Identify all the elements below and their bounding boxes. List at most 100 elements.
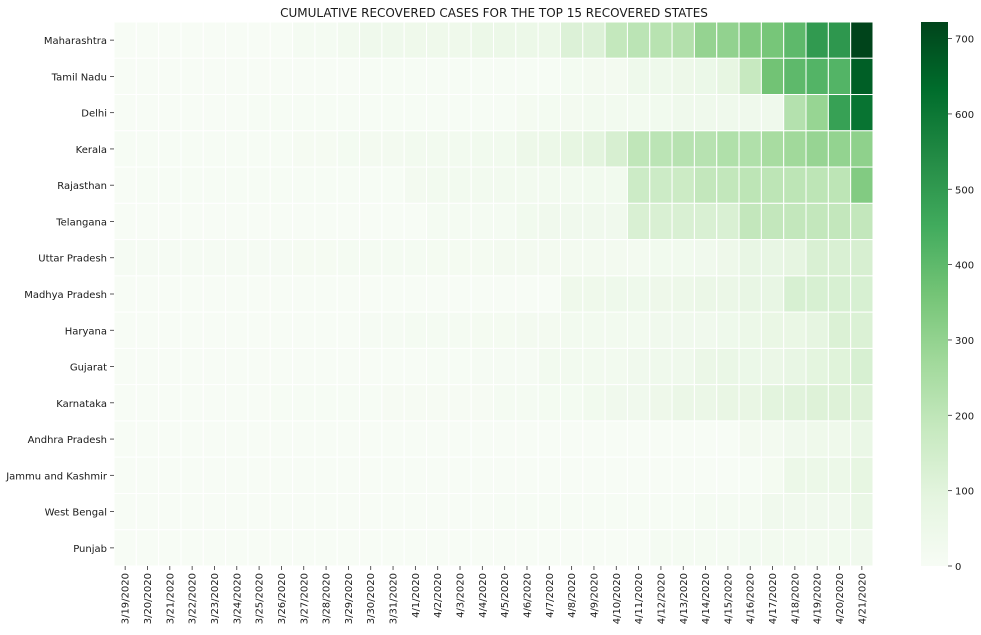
- heatmap-cell: [426, 420, 450, 458]
- column-label: 4/1/2020: [411, 573, 422, 618]
- heatmap-cell: [649, 94, 673, 132]
- heatmap-cell: [693, 456, 718, 494]
- heatmap-cell: [493, 456, 517, 494]
- heatmap-cell: [359, 130, 383, 168]
- heatmap-cell: [493, 420, 517, 458]
- heatmap-cell: [693, 57, 718, 96]
- heatmap-cell: [760, 420, 785, 458]
- heatmap-cell: [805, 384, 829, 422]
- heatmap-cell: [158, 57, 182, 96]
- heatmap-cell: [716, 420, 740, 458]
- heatmap-cell: [493, 166, 517, 204]
- row-label: Jammu and Kashmir: [5, 471, 108, 482]
- column-label: 3/30/2020: [366, 573, 377, 624]
- heatmap-cell: [783, 239, 807, 277]
- row-label: West Bengal: [45, 508, 107, 519]
- heatmap-cell: [314, 492, 338, 531]
- heatmap-cell: [247, 166, 271, 204]
- heatmap-cell: [448, 21, 472, 59]
- heatmap-cell: [158, 420, 182, 458]
- heatmap-cell: [403, 347, 428, 386]
- heatmap-cell: [515, 347, 539, 386]
- heatmap-cell: [225, 275, 249, 313]
- heatmap-cell: [336, 57, 361, 96]
- heatmap-cell: [336, 311, 361, 349]
- heatmap-cell: [225, 57, 249, 96]
- heatmap-cell: [626, 456, 651, 494]
- heatmap-cell: [470, 492, 494, 531]
- heatmap-cell: [716, 347, 740, 386]
- heatmap-cell: [113, 492, 137, 531]
- heatmap-cell: [470, 456, 494, 494]
- heatmap-cell: [493, 384, 517, 422]
- heatmap-cell: [225, 21, 249, 59]
- heatmap-cell: [426, 94, 450, 132]
- heatmap-cell: [493, 94, 517, 132]
- heatmap-cell: [426, 456, 450, 494]
- heatmap-cell: [716, 166, 740, 204]
- heatmap-cell: [158, 166, 182, 204]
- heatmap-cell: [827, 347, 852, 386]
- heatmap-cell: [135, 166, 160, 204]
- heatmap-cell: [626, 166, 651, 204]
- heatmap-cell: [403, 21, 428, 59]
- heatmap-cell: [135, 239, 160, 277]
- heatmap-cell: [559, 166, 584, 204]
- heatmap-cell: [426, 384, 450, 422]
- heatmap-cell: [426, 21, 450, 59]
- heatmap-cell: [693, 492, 718, 531]
- heatmap-cell: [247, 94, 271, 132]
- heatmap-cell: [716, 492, 740, 531]
- column-label: 4/13/2020: [679, 573, 690, 624]
- heatmap-cell: [760, 311, 785, 349]
- heatmap-cell: [113, 130, 137, 168]
- heatmap-cell: [448, 239, 472, 277]
- heatmap-cell: [649, 347, 673, 386]
- heatmap-cell: [582, 94, 606, 132]
- heatmap-cell: [292, 492, 316, 531]
- heatmap-cell: [158, 347, 182, 386]
- heatmap-cell: [738, 166, 762, 204]
- heatmap-cell: [626, 492, 651, 531]
- colorbar: [921, 22, 948, 566]
- heatmap-cell: [783, 94, 807, 132]
- row-labels: Maharashtra Tamil Nadu Delhi Kerala Rajastha…: [5, 36, 114, 555]
- heatmap-cell: [381, 21, 405, 59]
- heatmap-cell: [225, 529, 249, 567]
- heatmap-cell: [783, 130, 807, 168]
- heatmap-cell: [716, 311, 740, 349]
- heatmap-cell: [180, 311, 204, 349]
- heatmap-cell: [135, 384, 160, 422]
- heatmap-cell: [359, 420, 383, 458]
- heatmap-cell: [470, 384, 494, 422]
- heatmap-cell: [336, 94, 361, 132]
- heatmap-cell: [135, 311, 160, 349]
- heatmap-cell: [314, 57, 338, 96]
- heatmap-cell: [693, 130, 718, 168]
- heatmap-cell: [649, 275, 673, 313]
- heatmap-cell: [582, 166, 606, 204]
- heatmap-cell: [604, 21, 628, 59]
- heatmap-cell: [850, 529, 874, 567]
- column-label: 4/4/2020: [478, 573, 489, 618]
- heatmap-cell: [649, 166, 673, 204]
- heatmap-cell: [470, 94, 494, 132]
- heatmap-cell: [247, 529, 271, 567]
- heatmap-cell: [671, 347, 695, 386]
- heatmap-cell: [559, 347, 584, 386]
- heatmap-cell: [247, 275, 271, 313]
- heatmap-cell: [671, 456, 695, 494]
- heatmap-cell: [783, 347, 807, 386]
- heatmap-cell: [314, 311, 338, 349]
- heatmap-cell: [604, 347, 628, 386]
- heatmap-cell: [850, 384, 874, 422]
- heatmap-cell: [649, 420, 673, 458]
- heatmap-cell: [448, 94, 472, 132]
- heatmap-cell: [649, 130, 673, 168]
- heatmap-cell: [135, 529, 160, 567]
- heatmap-cell: [604, 239, 628, 277]
- heatmap-cell: [336, 275, 361, 313]
- heatmap-cell: [359, 94, 383, 132]
- heatmap-cell: [135, 347, 160, 386]
- heatmap-cell: [113, 21, 137, 59]
